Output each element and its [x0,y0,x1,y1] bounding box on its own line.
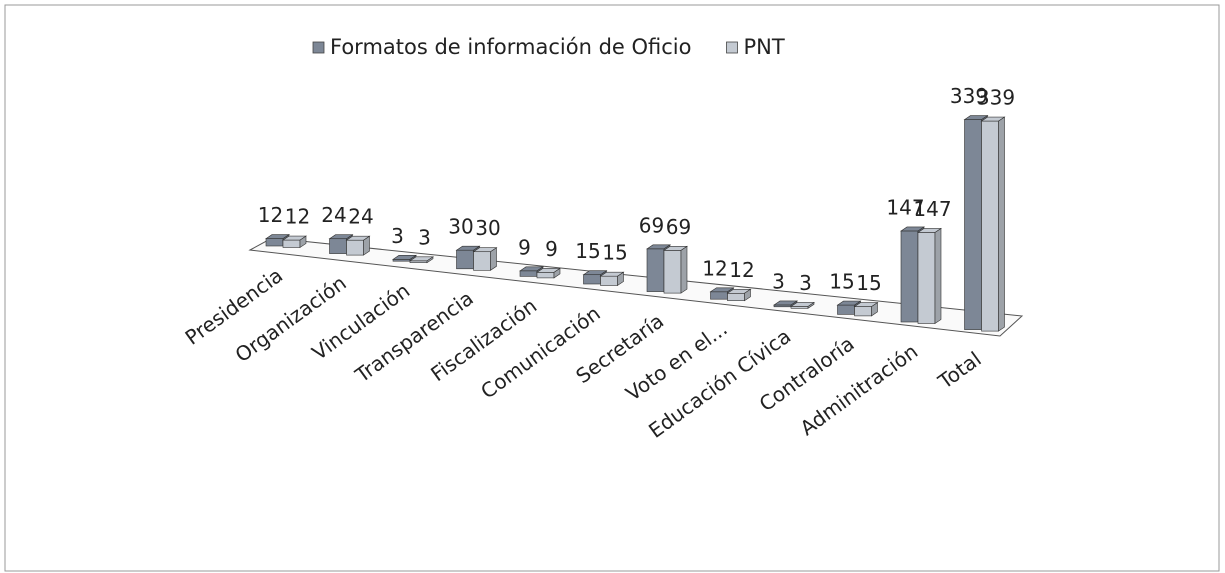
bar-side [299,235,307,249]
bar [917,232,936,324]
data-label: 12 [702,256,727,280]
bar [519,270,538,277]
chart-frame [4,4,1220,572]
legend-label: Formatos de información de Oficio [330,35,692,59]
data-label: 3 [418,225,431,249]
data-label: 147 [886,195,924,219]
data-label: 12 [258,203,283,227]
bar [600,275,618,286]
legend-swatch [726,41,738,54]
bar [456,249,474,270]
bar [854,306,872,317]
data-label: 15 [602,241,627,265]
bar [329,238,347,254]
bar [282,239,301,248]
bar [473,251,491,271]
data-label: 30 [475,216,500,240]
bar-side [934,227,942,325]
data-label: 3 [772,269,785,293]
data-label: 3 [799,271,812,295]
data-label: 3 [391,224,404,248]
data-label: 147 [913,197,951,221]
bar [900,230,919,323]
bar [536,272,555,279]
bar [964,119,982,330]
x-tick-label: Total [933,347,986,394]
bar-side [426,256,434,264]
data-label: 9 [518,235,531,259]
floor [248,237,1024,337]
bar [981,120,999,332]
legend-swatch [312,41,325,54]
bar-side [680,245,688,294]
data-label: 15 [829,270,854,294]
data-label: 12 [729,258,754,282]
data-label: 339 [950,84,988,108]
bar [837,304,855,315]
data-label: 69 [639,213,664,237]
bar-side [617,271,624,287]
bar [727,292,745,301]
data-label: 9 [545,237,558,261]
data-label: 15 [575,239,600,263]
data-label: 24 [348,205,373,229]
data-label: 69 [666,215,691,239]
legend-label: PNT [744,35,785,59]
bar-side [744,288,751,302]
data-label: 15 [856,271,881,295]
data-label: 12 [285,205,310,229]
bar-side [553,267,561,279]
data-label: 24 [321,203,346,227]
bar-side [871,302,878,317]
bar [265,238,284,247]
bar-side [807,301,815,309]
bar [663,250,682,294]
data-label: 339 [977,86,1015,110]
bar-side [490,247,497,271]
bar [346,239,364,256]
bar-side [998,116,1005,332]
bar-side [363,235,370,256]
data-label: 30 [448,215,473,239]
bar [710,291,728,300]
bar [646,248,665,292]
bar [583,274,601,285]
